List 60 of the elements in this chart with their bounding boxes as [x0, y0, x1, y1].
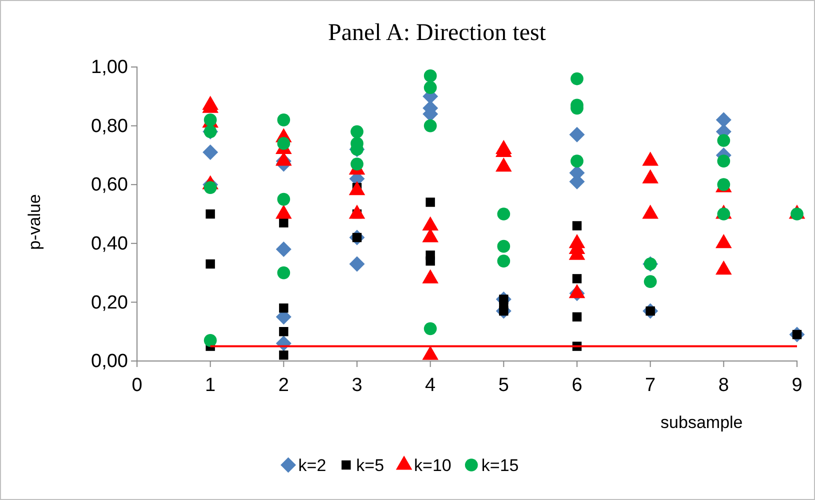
point: [350, 158, 364, 170]
point: [424, 69, 437, 82]
x-tick-label: 2: [278, 374, 289, 396]
x-tick-label: 4: [425, 374, 436, 396]
point: [717, 208, 730, 220]
x-tick-label: 7: [645, 374, 656, 396]
legend-label: k=2: [298, 456, 326, 475]
y-tick-label: 1,00: [91, 57, 128, 78]
point: [644, 275, 657, 288]
point: [279, 326, 288, 336]
y-tick-label: 0,20: [91, 292, 128, 314]
point: [716, 112, 732, 128]
point: [497, 254, 510, 268]
y-axis-title: p-value: [25, 194, 44, 250]
x-tick-label: 3: [352, 374, 362, 396]
point: [206, 209, 215, 219]
legend-label: k=15: [481, 456, 519, 475]
point: [277, 266, 290, 280]
point: [426, 198, 435, 207]
point: [279, 303, 288, 313]
point: [717, 134, 730, 147]
point: [570, 72, 584, 86]
x-axis-title: subsample: [660, 413, 743, 432]
chart-title: Panel A: Direction test: [328, 20, 546, 46]
x-tick-label: 8: [718, 374, 729, 396]
point: [202, 144, 218, 160]
point: [204, 334, 217, 347]
point: [279, 350, 288, 360]
point: [276, 242, 292, 258]
y-tick-label: 0,40: [91, 233, 128, 254]
point: [570, 154, 584, 168]
point: [277, 192, 290, 206]
point: [569, 126, 585, 142]
y-tick-label: 0,60: [91, 174, 128, 196]
point: [426, 256, 435, 266]
x-tick-label: 6: [572, 374, 582, 396]
point: [204, 181, 217, 194]
point: [279, 218, 288, 228]
point: [572, 274, 582, 284]
point: [497, 240, 510, 253]
y-tick-label: 0,80: [91, 116, 128, 137]
point: [277, 137, 290, 150]
point: [572, 312, 582, 322]
legend-label: k=10: [414, 456, 452, 475]
point: [350, 125, 364, 138]
x-tick-label: 1: [205, 374, 216, 396]
point: [424, 81, 437, 94]
point: [206, 259, 215, 269]
point: [717, 154, 730, 168]
point: [424, 119, 437, 132]
x-tick-label: 0: [132, 374, 142, 396]
point: [349, 256, 365, 272]
point: [572, 221, 582, 230]
point: [424, 322, 437, 336]
legend-label: k=5: [356, 456, 384, 475]
point: [497, 208, 510, 220]
point: [277, 114, 290, 126]
x-tick-label: 9: [792, 374, 802, 396]
y-tick-label: 0,00: [91, 351, 128, 372]
x-tick-label: 5: [498, 374, 509, 396]
